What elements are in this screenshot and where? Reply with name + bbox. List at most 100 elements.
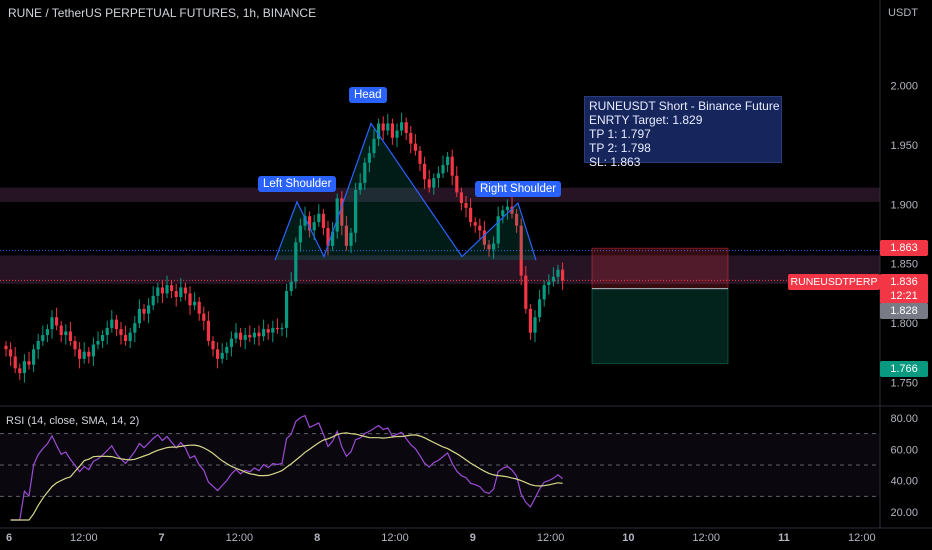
candle-body xyxy=(101,335,105,341)
right-shoulder-callout[interactable]: Right Shoulder xyxy=(475,181,562,197)
candle-body xyxy=(59,325,63,336)
candle-body xyxy=(423,163,427,180)
neckline-zone xyxy=(0,255,880,284)
candle-body xyxy=(64,331,68,336)
head-shoulders-pattern xyxy=(274,122,537,261)
candle-body xyxy=(289,281,293,292)
candle-body xyxy=(400,122,404,131)
candle-body xyxy=(340,198,344,226)
candle-body xyxy=(9,349,13,357)
candle-body xyxy=(183,287,187,294)
candle-body xyxy=(87,351,91,357)
time-tick-label: 12:00 xyxy=(70,532,98,544)
candle-body xyxy=(505,206,509,211)
rsi-pane xyxy=(0,414,880,521)
candle-body xyxy=(455,175,459,193)
candle-body xyxy=(45,329,49,336)
candle-body xyxy=(202,313,206,321)
candle-body xyxy=(142,308,146,314)
bar-countdown-tag: 12:21 xyxy=(880,288,928,304)
candle-body xyxy=(193,301,197,306)
candle-body xyxy=(124,335,128,341)
rsi-line xyxy=(10,414,563,521)
candle-body xyxy=(441,165,445,174)
candle-body xyxy=(344,225,348,246)
candle-body xyxy=(542,285,546,300)
pattern-fill xyxy=(275,123,536,261)
rsi-tick-label: 40.00 xyxy=(890,476,918,488)
info-line-1: RUNEUSDT Short - Binance Future xyxy=(589,99,780,113)
candle-body xyxy=(211,340,215,350)
candle-body xyxy=(147,305,151,314)
candle-body xyxy=(519,225,523,276)
candle-body xyxy=(197,301,201,314)
take-profit-price-tag: 1.766 xyxy=(880,361,928,377)
candle-body xyxy=(450,156,454,176)
time-tick-label: 8 xyxy=(314,532,320,544)
candle-body xyxy=(206,320,210,341)
candle-body xyxy=(55,317,59,326)
candle-body xyxy=(515,213,519,226)
info-line-5: SL: 1.863 xyxy=(589,155,641,169)
candle-body xyxy=(547,281,551,286)
candle-body xyxy=(487,244,491,250)
candle-body xyxy=(335,198,339,232)
candle-body xyxy=(216,349,220,359)
time-tick-label: 6 xyxy=(6,532,12,544)
time-tick-label: 11 xyxy=(778,532,790,544)
left-shoulder-callout[interactable]: Left Shoulder xyxy=(258,176,337,192)
candle-body xyxy=(561,269,565,281)
candle-body xyxy=(160,287,164,294)
candle-body xyxy=(151,295,155,306)
candle-body xyxy=(225,346,229,353)
candle-body xyxy=(275,327,279,330)
candle-body xyxy=(280,327,284,330)
head-callout[interactable]: Head xyxy=(349,87,387,103)
candle-body xyxy=(381,123,385,131)
candle-body xyxy=(469,207,473,223)
candle-body xyxy=(492,243,496,250)
price-tick-label: 1.850 xyxy=(890,259,918,271)
candle-body xyxy=(252,332,256,338)
candle-body xyxy=(257,332,261,337)
candle-body xyxy=(459,192,463,204)
price-tick-label: 1.800 xyxy=(890,318,918,330)
price-tick-label: 2.000 xyxy=(890,80,918,92)
candle-body xyxy=(331,231,335,246)
candle-body xyxy=(367,153,371,163)
candle-body xyxy=(239,332,243,340)
candle-body xyxy=(234,332,238,339)
time-tick-label: 12:00 xyxy=(381,532,409,544)
candle-body xyxy=(174,291,178,298)
candle-body xyxy=(551,276,555,282)
candle-body xyxy=(409,132,413,144)
candle-body xyxy=(524,275,528,309)
candle-body xyxy=(105,327,109,336)
candle-body xyxy=(229,338,233,347)
candles-layer xyxy=(4,112,565,383)
candle-body xyxy=(418,150,422,164)
candle-body xyxy=(266,329,270,333)
candle-body xyxy=(432,178,436,188)
short-position-tool[interactable] xyxy=(591,247,729,365)
trade-info-box[interactable]: RUNEUSDT Short - Binance Future ENRTY Ta… xyxy=(584,96,782,169)
stop-loss-price-tag: 1.863 xyxy=(880,240,928,256)
rsi-ma-line xyxy=(10,432,563,521)
candle-body xyxy=(22,361,26,374)
candle-body xyxy=(137,308,141,324)
price-tick-label: 1.750 xyxy=(890,378,918,390)
time-tick-label: 7 xyxy=(159,532,165,544)
candle-body xyxy=(404,122,408,133)
candle-body xyxy=(285,291,289,328)
candle-body xyxy=(473,222,477,226)
candle-body xyxy=(41,335,45,341)
candle-body xyxy=(354,190,358,233)
candle-body xyxy=(165,285,169,294)
candle-body xyxy=(308,216,312,231)
candle-body xyxy=(556,269,560,277)
candle-body xyxy=(321,213,325,229)
currency-label: USDT xyxy=(888,7,918,19)
candle-body xyxy=(427,179,431,188)
chart-title: RUNE / TetherUS PERPETUAL FUTURES, 1h, B… xyxy=(8,6,317,20)
